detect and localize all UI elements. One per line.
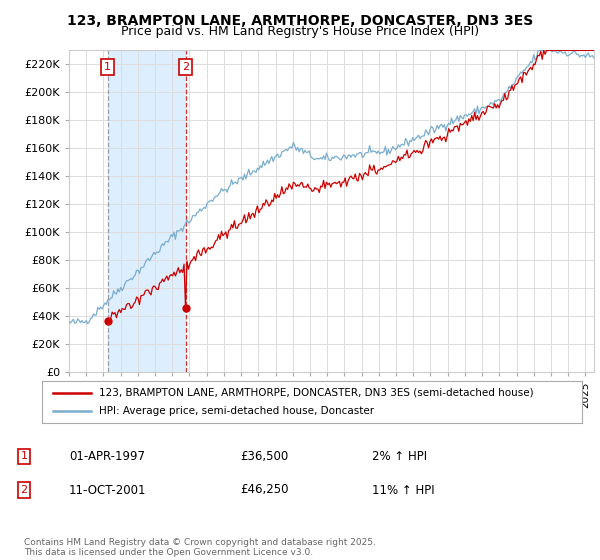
Text: 123, BRAMPTON LANE, ARMTHORPE, DONCASTER, DN3 3ES (semi-detached house): 123, BRAMPTON LANE, ARMTHORPE, DONCASTER…	[98, 388, 533, 398]
Text: HPI: Average price, semi-detached house, Doncaster: HPI: Average price, semi-detached house,…	[98, 406, 374, 416]
Text: 1: 1	[20, 451, 28, 461]
Text: £46,250: £46,250	[240, 483, 289, 497]
Text: 2% ↑ HPI: 2% ↑ HPI	[372, 450, 427, 463]
Text: Price paid vs. HM Land Registry's House Price Index (HPI): Price paid vs. HM Land Registry's House …	[121, 25, 479, 38]
Text: 1: 1	[104, 62, 111, 72]
Text: Contains HM Land Registry data © Crown copyright and database right 2025.
This d: Contains HM Land Registry data © Crown c…	[24, 538, 376, 557]
Text: 123, BRAMPTON LANE, ARMTHORPE, DONCASTER, DN3 3ES: 123, BRAMPTON LANE, ARMTHORPE, DONCASTER…	[67, 14, 533, 28]
Text: £36,500: £36,500	[240, 450, 288, 463]
Text: 01-APR-1997: 01-APR-1997	[69, 450, 145, 463]
Text: 2: 2	[182, 62, 189, 72]
Text: 11-OCT-2001: 11-OCT-2001	[69, 483, 146, 497]
Text: 2: 2	[20, 485, 28, 495]
Text: 11% ↑ HPI: 11% ↑ HPI	[372, 483, 434, 497]
Bar	[108, 50, 186, 372]
